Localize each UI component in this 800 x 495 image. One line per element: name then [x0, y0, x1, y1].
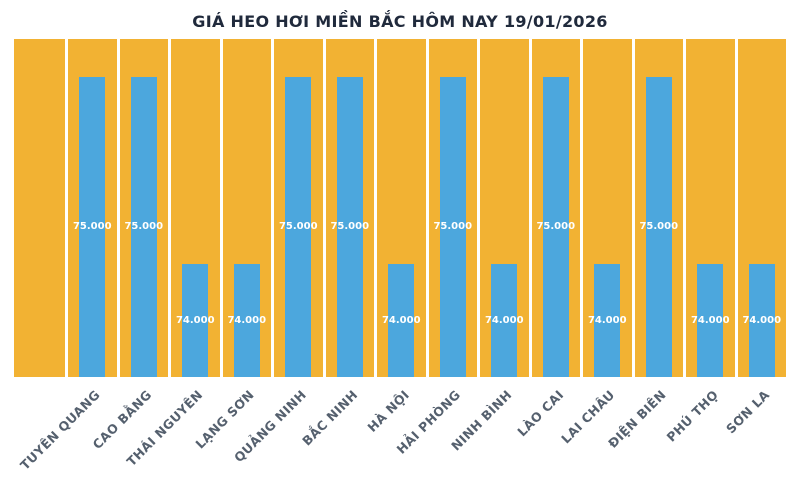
- plot-left-margin: [14, 39, 65, 377]
- bar: 74.000: [691, 264, 730, 377]
- x-axis-labels: TUYÊN QUANG CAO BẰNG THÁI NGUYÊN LẠNG SƠN QU…: [14, 377, 786, 479]
- chart-title: GIÁ HEO HƠI MIỀN BẮC HÔM NAY 19/01/2026: [192, 12, 608, 31]
- bar-column: 75.000: [274, 39, 323, 377]
- bar-column: 75.000: [68, 39, 117, 377]
- bar-column: 74.000: [686, 39, 735, 377]
- bar-column: 75.000: [531, 39, 580, 377]
- bar-value-label: 75.000: [639, 221, 679, 233]
- bar-column: 74.000: [171, 39, 220, 377]
- bar: 75.000: [330, 76, 369, 377]
- bar: 75.000: [73, 76, 112, 377]
- bar-value-label: 74.000: [227, 315, 267, 327]
- bar: 75.000: [279, 76, 318, 377]
- bar-column: 74.000: [377, 39, 426, 377]
- bar: 74.000: [227, 264, 266, 377]
- bar-column: 74.000: [737, 39, 786, 377]
- bar-value-label: 74.000: [381, 315, 421, 327]
- bar-column: 75.000: [325, 39, 374, 377]
- bar: 75.000: [433, 76, 472, 377]
- chart-container: GIÁ HEO HƠI MIỀN BẮC HÔM NAY 19/01/2026 …: [0, 12, 800, 479]
- bar-value-label: 75.000: [330, 221, 370, 233]
- bar-column: 75.000: [119, 39, 168, 377]
- bar: 74.000: [176, 264, 215, 377]
- plot-area: 75.000 75.000 74.000 74.000 75.000 75.000 74.0…: [14, 39, 786, 377]
- bar-column: 75.000: [634, 39, 683, 377]
- bar-column: 74.000: [480, 39, 529, 377]
- bar-value-label: 74.000: [587, 315, 627, 327]
- bar: 74.000: [588, 264, 627, 377]
- chart-body: 75.000 75.000 74.000 74.000 75.000 75.000 74.0…: [14, 39, 786, 377]
- bar-column: 74.000: [583, 39, 632, 377]
- bar-value-label: 74.000: [742, 315, 782, 327]
- bar-column: 75.000: [428, 39, 477, 377]
- bar: 75.000: [536, 76, 575, 377]
- bar-value-label: 74.000: [690, 315, 730, 327]
- bar: 74.000: [382, 264, 421, 377]
- bar-value-label: 74.000: [484, 315, 524, 327]
- bar-value-label: 75.000: [536, 221, 576, 233]
- bar: 74.000: [742, 264, 781, 377]
- bar: 75.000: [639, 76, 678, 377]
- x-axis-label-cell: BẮC NINH: [299, 377, 375, 479]
- x-axis-label-cell: SƠN LA: [723, 377, 787, 479]
- bar-value-label: 75.000: [72, 221, 112, 233]
- bar-column: 74.000: [222, 39, 271, 377]
- bar-value-label: 75.000: [124, 221, 164, 233]
- bar-value-label: 74.000: [175, 315, 215, 327]
- bar-value-label: 75.000: [278, 221, 318, 233]
- bar: 74.000: [485, 264, 524, 377]
- bar-value-label: 75.000: [433, 221, 473, 233]
- bar: 75.000: [124, 76, 163, 377]
